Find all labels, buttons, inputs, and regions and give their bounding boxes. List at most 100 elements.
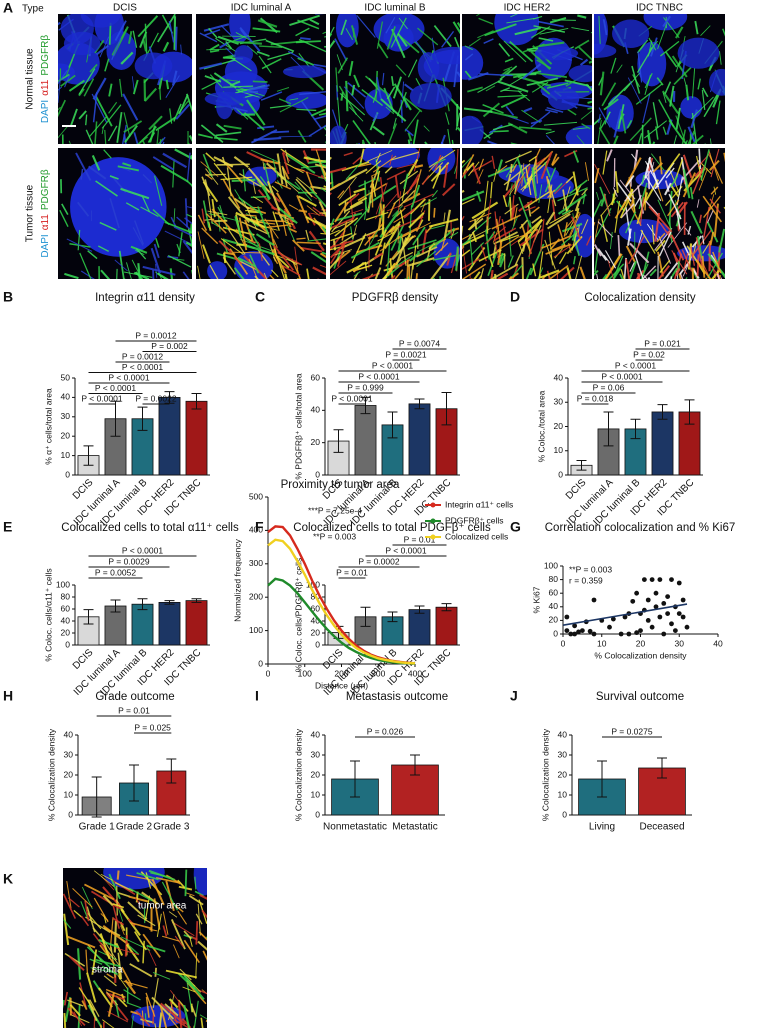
fiber — [498, 43, 511, 57]
column-label: IDC luminal B — [364, 3, 425, 14]
fiber — [116, 268, 118, 279]
data-point — [638, 628, 643, 633]
fiber — [114, 259, 128, 272]
fiber — [532, 15, 543, 20]
fiber — [443, 209, 451, 239]
fiber — [215, 123, 228, 133]
p-value: P < 0.0001 — [358, 371, 399, 381]
chart-title: PDGFRβ density — [352, 292, 439, 304]
fiber — [225, 34, 250, 45]
fiber — [294, 167, 305, 172]
data-point — [572, 623, 578, 629]
fiber — [707, 210, 714, 223]
fiber — [145, 992, 156, 1017]
fiber — [310, 251, 326, 263]
fiber — [407, 132, 413, 142]
fiber — [231, 178, 256, 183]
fiber — [408, 212, 425, 229]
fiber — [645, 175, 662, 202]
bar — [651, 411, 674, 476]
fiber — [353, 272, 359, 279]
fiber — [341, 221, 348, 241]
data-point — [645, 597, 651, 603]
nucleus-cluster — [568, 64, 592, 83]
p-value: P = 0.0022 — [135, 393, 176, 403]
fiber — [330, 182, 341, 191]
fiber — [346, 192, 360, 205]
fiber — [395, 237, 408, 266]
fiber — [205, 936, 207, 940]
fiber — [517, 90, 531, 102]
fiber — [322, 31, 326, 35]
fiber — [620, 110, 627, 134]
fiber — [157, 138, 164, 144]
fiber — [128, 895, 149, 903]
fiber — [657, 251, 664, 277]
fiber — [553, 182, 563, 193]
fiber — [186, 93, 192, 113]
fiber — [656, 232, 666, 243]
fiber — [532, 263, 537, 277]
fiber — [531, 215, 542, 224]
fiber — [185, 241, 192, 247]
fiber — [223, 85, 254, 88]
p-value: P = 0.0021 — [385, 349, 426, 359]
fiber — [494, 273, 497, 279]
fiber — [601, 82, 617, 107]
fiber — [352, 156, 362, 165]
x-tick-label: DCIS — [71, 477, 96, 502]
fiber — [698, 214, 702, 224]
fiber — [386, 86, 396, 100]
fiber — [387, 123, 398, 144]
fiber — [273, 244, 295, 271]
fiber — [685, 84, 690, 101]
fiber — [359, 148, 365, 165]
fiber — [141, 1010, 145, 1028]
fiber — [642, 274, 648, 279]
fiber — [274, 181, 292, 190]
fiber — [330, 40, 336, 49]
fiber — [508, 171, 526, 196]
fiber — [58, 73, 70, 83]
fiber — [98, 987, 113, 1008]
fiber — [428, 149, 456, 168]
fiber — [238, 196, 264, 216]
fiber — [599, 71, 605, 96]
fiber — [667, 222, 688, 248]
fiber — [571, 216, 581, 240]
fiber — [330, 260, 347, 276]
fiber — [613, 109, 623, 138]
fiber — [497, 94, 528, 98]
fiber — [58, 79, 61, 103]
fiber — [624, 174, 635, 188]
fiber — [288, 227, 297, 233]
fiber — [375, 159, 380, 182]
x-tick-label: DCIS — [71, 647, 96, 672]
fiber — [566, 267, 572, 279]
data-point — [684, 624, 690, 630]
fiber — [173, 1018, 191, 1028]
fiber — [118, 908, 124, 922]
fiber — [628, 261, 637, 279]
x-tick-label: 0 — [266, 668, 271, 678]
chart-title: Colocalized cells to total PDGFβ⁺ cells — [293, 522, 491, 534]
fiber — [81, 1000, 88, 1011]
fiber — [703, 195, 721, 218]
fiber — [243, 200, 258, 231]
fiber — [75, 152, 92, 181]
fiber — [265, 39, 295, 53]
fiber — [103, 975, 117, 987]
fiber — [649, 268, 657, 277]
error-bar — [630, 418, 641, 440]
fiber — [416, 246, 438, 258]
fiber — [637, 272, 641, 279]
chart-title: Grade outcome — [95, 691, 174, 703]
fiber — [147, 132, 156, 144]
error-bar — [137, 406, 148, 431]
fiber — [201, 208, 206, 224]
y-tick-label: 100 — [544, 560, 558, 570]
fiber — [153, 898, 161, 930]
y-axis-title: % Coloc. cells/α11⁺ cells — [43, 568, 53, 661]
y-tick-label: 30 — [554, 397, 564, 407]
fiber — [584, 162, 590, 181]
